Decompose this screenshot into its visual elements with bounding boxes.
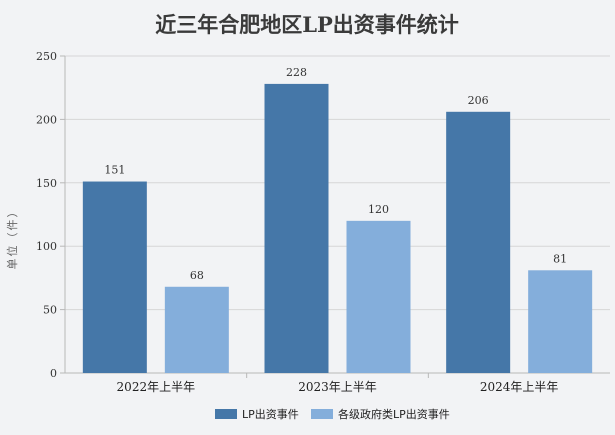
- chart-title: 近三年合肥地区LP出资事件统计: [155, 12, 459, 37]
- y-tick-label: 250: [36, 50, 57, 63]
- data-label: 68: [190, 269, 204, 282]
- x-tick-label: 2023年上半年: [298, 380, 377, 394]
- y-tick-label: 0: [50, 367, 57, 380]
- bar-gov-lp-2: [528, 270, 593, 373]
- bar-lp-1: [264, 83, 329, 374]
- bar-lp-2: [446, 111, 511, 374]
- legend: LP出资事件 各级政府类LP出资事件: [215, 407, 450, 421]
- data-label: 81: [553, 252, 567, 265]
- y-tick-label: 200: [36, 113, 57, 126]
- gridlines: [65, 55, 610, 374]
- data-label: 151: [104, 164, 125, 177]
- y-tick-label: 50: [43, 304, 57, 317]
- legend-label-gov-lp: 各级政府类LP出资事件: [338, 407, 450, 421]
- y-tick-label: 150: [36, 177, 57, 190]
- legend-swatch-lp: [215, 409, 237, 419]
- bar-gov-lp-1: [346, 220, 411, 373]
- bar-gov-lp-0: [164, 286, 229, 373]
- legend-swatch-gov-lp: [311, 409, 333, 419]
- x-tick-label: 2024年上半年: [480, 380, 559, 394]
- data-label: 206: [468, 94, 489, 107]
- bars: [82, 83, 593, 374]
- y-axis-label: 单位（件）: [5, 205, 19, 270]
- x-tick-label: 2022年上半年: [117, 380, 196, 394]
- data-labels: 151 68 228 120 206 81: [104, 66, 567, 282]
- axes: 0 50 100 150 200 250 2022年上半年 2023年上半年 2024年上半年: [36, 50, 558, 394]
- bar-lp-0: [82, 181, 147, 373]
- data-label: 120: [368, 203, 389, 216]
- legend-label-lp: LP出资事件: [242, 407, 299, 421]
- y-tick-label: 100: [36, 240, 57, 253]
- data-label: 228: [286, 66, 307, 79]
